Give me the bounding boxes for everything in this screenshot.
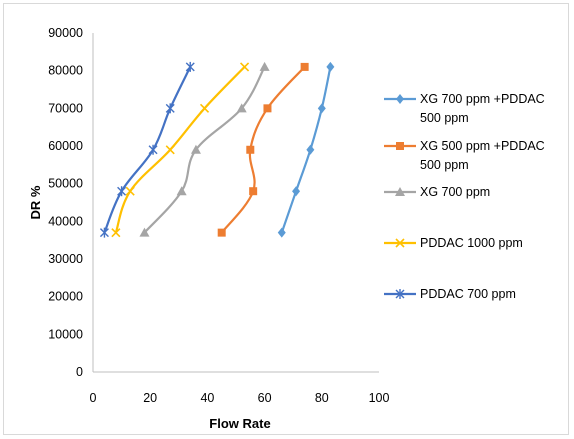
legend-item-1: XG 500 ppm +PDDAC 500 ppm xyxy=(384,139,545,172)
y-tick-label: 10000 xyxy=(48,327,83,341)
data-point-triangle xyxy=(236,103,247,113)
data-point-x xyxy=(199,103,210,113)
y-tick-label: 60000 xyxy=(48,139,83,153)
data-point-star xyxy=(117,186,127,197)
series-line xyxy=(114,66,246,233)
data-point-square xyxy=(246,145,255,154)
legend-label: 500 ppm xyxy=(420,111,469,125)
data-point-diamond xyxy=(326,61,335,72)
data-point-square xyxy=(396,142,404,150)
x-tick-label: 80 xyxy=(315,391,329,405)
plot-area: 0 10000 20000 30000 40000 50000 60000 70000 8000… xyxy=(48,26,389,405)
data-point-triangle xyxy=(395,187,405,196)
data-point-x xyxy=(165,145,175,155)
y-tick-label: 40000 xyxy=(48,214,83,228)
data-point-triangle xyxy=(139,227,150,237)
x-tick-label: 20 xyxy=(143,391,157,405)
data-point-triangle xyxy=(190,144,201,154)
legend-label: PDDAC 1000 ppm xyxy=(420,236,523,250)
data-point-star xyxy=(185,61,195,72)
series-line xyxy=(280,66,332,233)
x-axis-title: Flow Rate xyxy=(209,416,270,431)
data-point-square xyxy=(300,62,309,71)
marker-stroke xyxy=(199,103,210,113)
series-line xyxy=(103,66,192,234)
legend-label: XG 700 ppm xyxy=(420,185,490,199)
data-point-triangle xyxy=(176,186,187,196)
data-point-diamond xyxy=(277,227,286,238)
x-tick-label: 40 xyxy=(200,391,214,405)
legend-item-0: XG 700 ppm +PDDAC 500 ppm xyxy=(384,92,545,125)
y-tick-label: 50000 xyxy=(48,177,83,191)
series-2 xyxy=(139,61,270,237)
marker-stroke xyxy=(125,186,135,196)
data-point-square xyxy=(249,187,258,196)
marker-stroke xyxy=(240,62,250,72)
y-tick-label: 0 xyxy=(76,365,83,379)
data-point-x xyxy=(240,62,250,72)
series-3 xyxy=(111,62,250,238)
legend-label: PDDAC 700 ppm xyxy=(420,287,516,301)
legend-label: XG 500 ppm +PDDAC xyxy=(420,139,545,153)
data-point-diamond xyxy=(396,94,404,104)
data-point-square xyxy=(263,104,272,113)
y-tick-label: 70000 xyxy=(48,101,83,115)
series-line xyxy=(220,66,306,234)
marker-stroke xyxy=(165,145,175,155)
x-tick-label: 0 xyxy=(90,391,97,405)
legend-item-3: PDDAC 1000 ppm xyxy=(384,236,523,250)
data-point-triangle xyxy=(259,61,270,71)
marker-stroke xyxy=(111,228,121,238)
legend-item-4: PDDAC 700 ppm xyxy=(384,287,516,301)
y-tick-label: 30000 xyxy=(48,252,83,266)
y-tick-label: 20000 xyxy=(48,290,83,304)
data-point-star xyxy=(99,227,109,238)
series-4 xyxy=(99,61,195,238)
series-0 xyxy=(277,61,335,238)
series-1 xyxy=(217,62,309,237)
data-point-star xyxy=(148,144,158,155)
data-point-diamond xyxy=(317,103,326,114)
data-point-x xyxy=(395,238,405,248)
legend-label: XG 700 ppm +PDDAC xyxy=(420,92,545,106)
data-point-diamond xyxy=(292,186,301,197)
data-point-star xyxy=(395,289,405,299)
legend-item-2: XG 700 ppm xyxy=(384,185,490,199)
x-tick-label: 100 xyxy=(369,391,390,405)
legend-label: 500 ppm xyxy=(420,158,469,172)
data-point-x xyxy=(125,186,135,196)
y-tick-label: 80000 xyxy=(48,64,83,78)
marker-stroke xyxy=(395,238,405,248)
y-tick-label: 90000 xyxy=(48,26,83,40)
data-point-star xyxy=(165,103,175,114)
data-point-x xyxy=(111,228,121,238)
x-tick-label: 60 xyxy=(258,391,272,405)
y-axis-title: DR % xyxy=(28,185,43,219)
data-point-diamond xyxy=(306,144,315,155)
data-point-square xyxy=(217,228,226,237)
